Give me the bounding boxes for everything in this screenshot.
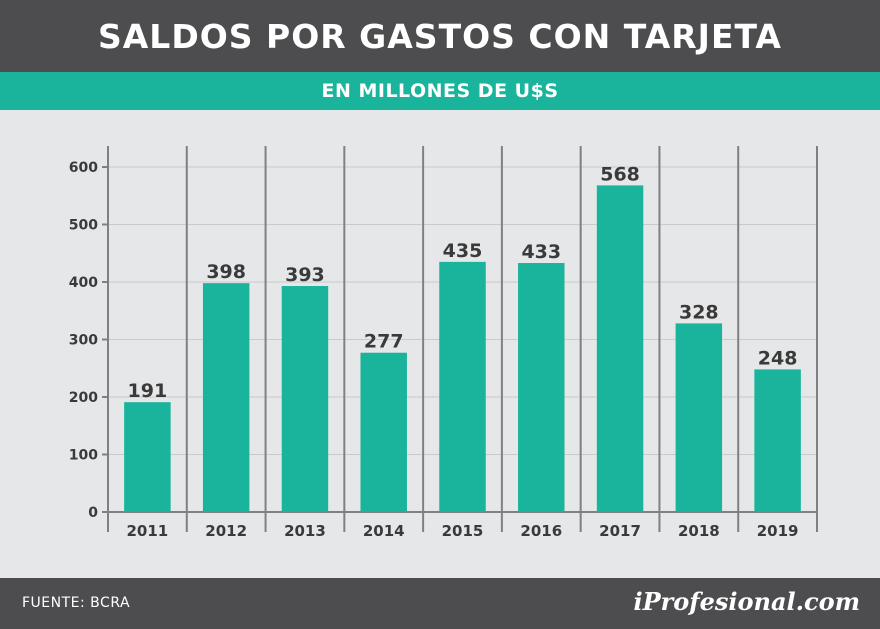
chart-subheader: EN MILLONES DE U$S bbox=[0, 72, 880, 110]
y-tick-label: 0 bbox=[88, 505, 98, 521]
bar bbox=[754, 369, 801, 512]
source-note: FUENTE: BCRA bbox=[22, 595, 131, 611]
y-tick-label: 100 bbox=[69, 448, 98, 464]
brand-logo: iProfesional.com bbox=[633, 587, 860, 616]
data-label: 568 bbox=[600, 163, 640, 185]
data-label: 393 bbox=[285, 264, 325, 286]
bar bbox=[124, 402, 171, 512]
x-tick-label: 2018 bbox=[678, 522, 720, 540]
bar bbox=[360, 352, 407, 512]
x-tick-label: 2014 bbox=[363, 522, 405, 540]
chart-title: SALDOS POR GASTOS CON TARJETA bbox=[98, 16, 782, 56]
data-label: 191 bbox=[128, 380, 168, 402]
x-tick-label: 2017 bbox=[599, 522, 641, 540]
data-label: 277 bbox=[364, 331, 404, 353]
y-tick-label: 300 bbox=[69, 333, 98, 349]
y-tick-label: 400 bbox=[69, 275, 98, 291]
data-label: 248 bbox=[758, 347, 798, 369]
y-tick-label: 500 bbox=[69, 218, 98, 234]
bar-chart: 0 100 200 300 400 500 600 191 2011 398 2012 393 2013… bbox=[69, 146, 818, 540]
bar bbox=[596, 185, 644, 512]
data-label: 328 bbox=[679, 301, 719, 323]
x-tick-label: 2012 bbox=[205, 522, 247, 540]
data-label: 398 bbox=[206, 261, 246, 283]
x-tick-label: 2016 bbox=[520, 522, 562, 540]
bar bbox=[439, 261, 486, 512]
y-tick-label: 200 bbox=[69, 390, 98, 406]
plot-area: 0 100 200 300 400 500 600 191 2011 398 2012 393 2013… bbox=[0, 110, 880, 578]
chart-header: SALDOS POR GASTOS CON TARJETA bbox=[0, 0, 880, 72]
bar bbox=[202, 283, 250, 512]
x-tick-label: 2011 bbox=[127, 522, 169, 540]
bar bbox=[518, 263, 565, 512]
x-tick-label: 2015 bbox=[442, 522, 484, 540]
x-tick-label: 2019 bbox=[757, 522, 799, 540]
chart-subtitle: EN MILLONES DE U$S bbox=[321, 80, 559, 102]
bar bbox=[281, 286, 329, 512]
data-label: 435 bbox=[443, 240, 483, 262]
x-tick-label: 2013 bbox=[284, 522, 326, 540]
bar bbox=[675, 323, 723, 512]
footer: FUENTE: BCRA iProfesional.com bbox=[0, 578, 880, 629]
y-tick-label: 600 bbox=[69, 160, 98, 176]
data-label: 433 bbox=[521, 241, 561, 263]
